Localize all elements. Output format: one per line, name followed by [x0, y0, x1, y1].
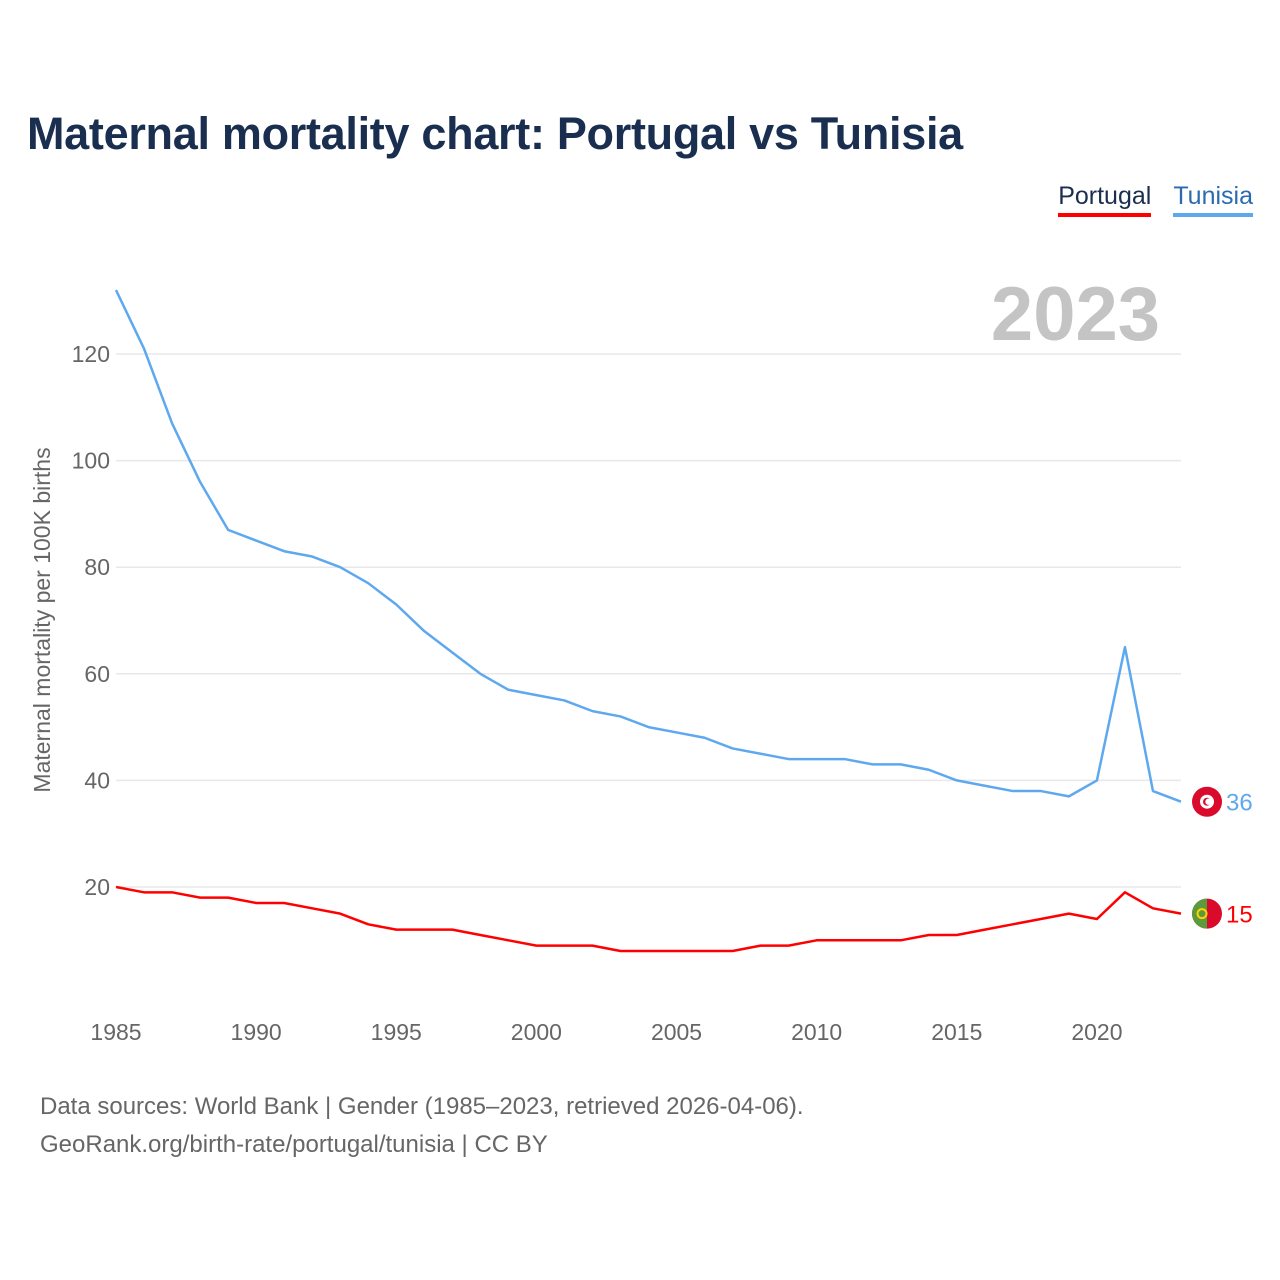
flag-tunisia-icon [1192, 786, 1222, 817]
y-tick-label: 40 [84, 767, 110, 793]
x-tick-label: 2005 [651, 1019, 702, 1045]
series-line-portugal [115, 885, 1182, 953]
x-tick-label: 1990 [231, 1019, 282, 1045]
flag-crescent-cut [1205, 798, 1212, 805]
year-label: 2023 [991, 272, 1160, 357]
y-tick-label: 60 [84, 661, 110, 687]
flag-green-half [1192, 898, 1207, 929]
flag-emblem [1196, 908, 1208, 920]
y-tick-label: 20 [84, 874, 110, 900]
end-value-portugal: 15 [1226, 902, 1253, 929]
x-tick-label: 1995 [371, 1019, 422, 1045]
end-value-tunisia: 36 [1226, 790, 1253, 817]
data-source: Data sources: World Bank | Gender (1985–… [40, 1093, 804, 1120]
legend-portugal[interactable]: Portugal [1058, 182, 1152, 217]
legend: Portugal Tunisia [1058, 182, 1253, 217]
y-tick-label: 100 [72, 448, 110, 474]
x-tick-label: 2015 [931, 1019, 982, 1045]
y-axis-label: Maternal mortality per 100K births [29, 447, 55, 792]
legend-tunisia[interactable]: Tunisia [1173, 182, 1253, 217]
y-tick-label: 120 [72, 341, 110, 367]
x-tick-label: 2000 [511, 1019, 562, 1045]
x-tick-label: 1985 [90, 1019, 141, 1045]
y-tick-label: 80 [84, 554, 110, 580]
series-line-tunisia [114, 289, 1182, 803]
chart-title: Maternal mortality chart: Portugal vs Tu… [27, 108, 963, 159]
footer: Data sources: World Bank | Gender (1985–… [40, 1088, 804, 1164]
source-link[interactable]: GeoRank.org/birth-rate/portugal/tunisia … [40, 1131, 548, 1158]
x-tick-label: 2020 [1071, 1019, 1122, 1045]
flag-portugal-icon [1192, 898, 1222, 929]
x-tick-label: 2010 [791, 1019, 842, 1045]
